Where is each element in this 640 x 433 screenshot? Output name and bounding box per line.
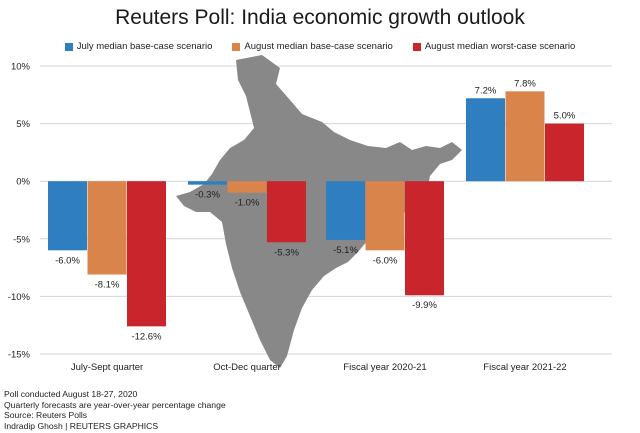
bar-value-label: 7.2% — [475, 85, 497, 96]
chart-title: Reuters Poll: India economic growth outl… — [115, 6, 525, 29]
legend-swatch-august-base — [232, 42, 241, 51]
bar-value-label: -5.1% — [333, 245, 358, 256]
bar-value-label: -0.3% — [195, 190, 220, 201]
x-axis-category-labels: July-Sept quarter Oct-Dec quarter Fiscal y… — [71, 362, 567, 373]
y-tick-label: -5% — [13, 234, 30, 245]
legend-swatch-july-base — [64, 42, 73, 51]
bar-value-label: -5.3% — [274, 247, 299, 258]
legend-label-august-base: August median base-case scenario — [244, 41, 393, 52]
x-category-label: Fiscal year 2020-21 — [343, 362, 426, 373]
footnote-forecast-definition: Quarterly forecasts are year-over-year p… — [4, 399, 226, 410]
bar-value-label: -8.1% — [95, 280, 120, 291]
legend-item-august-base: August median base-case scenario — [232, 41, 393, 52]
bar-value-label: -6.0% — [373, 255, 398, 266]
bar — [405, 181, 444, 296]
india-map-image — [176, 55, 462, 368]
bar — [87, 181, 127, 275]
legend-label-august-worst: August median worst-case scenario — [424, 41, 576, 52]
bar — [326, 181, 365, 240]
bar — [188, 181, 227, 185]
data-labels: -6.0% -8.1% -12.6% -0.3% -1.0% -5.3% -5.1% -6.0… — [55, 78, 576, 342]
bar-value-label: -6.0% — [55, 255, 80, 266]
legend-item-august-worst: August median worst-case scenario — [412, 41, 576, 52]
footnote-credit: Indradip Ghosh | REUTERS GRAPHICS — [4, 420, 159, 431]
footnote-poll-dates: Poll conducted August 18-27, 2020 — [4, 389, 138, 399]
bars — [48, 91, 584, 327]
legend-label-july-base: July median base-case scenario — [76, 41, 213, 52]
bar-value-label: 7.8% — [514, 78, 536, 89]
bar — [127, 181, 166, 327]
legend-item-july-base: July median base-case scenario — [64, 41, 213, 52]
bar — [267, 181, 306, 243]
x-category-label: Fiscal year 2021-22 — [483, 362, 566, 373]
bar — [545, 123, 584, 182]
x-category-label: July-Sept quarter — [71, 362, 143, 373]
y-tick-label: 10% — [11, 62, 31, 73]
bar — [505, 91, 545, 182]
bar-value-label: 5.0% — [554, 111, 576, 122]
x-category-label: Oct-Dec quarter — [213, 362, 281, 373]
y-tick-label: 0% — [16, 177, 30, 188]
y-axis-tick-labels: 10% 5% 0% -5% -10% -15% — [8, 62, 31, 361]
bar — [227, 181, 267, 193]
bar — [365, 181, 405, 251]
bar — [48, 181, 87, 251]
y-tick-label: -15% — [8, 350, 31, 361]
bar-value-label: -12.6% — [131, 331, 162, 342]
bar-value-label: -9.9% — [412, 300, 437, 311]
y-tick-label: 5% — [16, 119, 30, 130]
bar — [466, 98, 505, 182]
footnotes: Poll conducted August 18-27, 2020 Quarte… — [4, 389, 226, 431]
legend-swatch-august-worst — [412, 42, 421, 51]
y-tick-label: -10% — [8, 292, 31, 303]
footnote-source: Source: Reuters Polls — [4, 410, 88, 421]
legend: July median base-case scenario August me… — [0, 41, 640, 52]
bar-value-label: -1.0% — [235, 198, 260, 209]
